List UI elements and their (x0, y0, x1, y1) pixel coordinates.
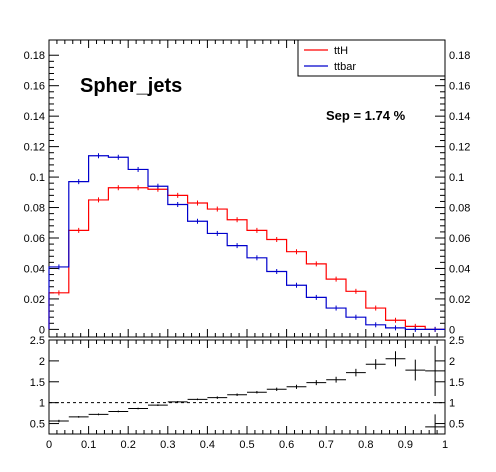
y-tick-label-right: 0.02 (449, 294, 470, 306)
y-tick-label-right: 0.08 (449, 203, 470, 215)
ratio-y-tick-label-right: 2.5 (449, 335, 464, 347)
ratio-panel: 0.5 0.51 11.5 1.52 22.5 2.50 0.1 0.2 0.3 0.4 0.5 0.… (30, 335, 465, 451)
x-tick-label: 0 (46, 439, 52, 451)
x-tick-label: 0.2 (121, 439, 136, 451)
ratio-y-tick-label-right: 1.5 (449, 377, 464, 389)
x-tick-label: 0.4 (200, 439, 215, 451)
x-tick-label: 0.1 (81, 439, 96, 451)
legend-label-ttbar: ttbar (334, 61, 356, 73)
ratio-y-tick-label-left: 1 (39, 398, 45, 410)
x-tick-label: 0.9 (398, 439, 413, 451)
y-tick-label-right: 0.14 (449, 111, 470, 123)
ratio-y-tick-label-left: 0.5 (30, 419, 45, 431)
y-tick-label-left: 0.16 (24, 81, 45, 93)
x-tick-label: 0.7 (319, 439, 334, 451)
y-tick-label-left: 0.06 (24, 233, 45, 245)
y-tick-label-left: 0.04 (24, 263, 45, 275)
ratio-y-tick-label-right: 1 (449, 398, 455, 410)
y-tick-label-left: 0.02 (24, 294, 45, 306)
y-tick-label-right: 0 (449, 324, 455, 336)
x-tick-label: 0.6 (279, 439, 294, 451)
x-tick-label: 0.3 (160, 439, 175, 451)
ratio-y-tick-label-left: 2.5 (30, 335, 45, 347)
y-tick-label-left: 0.14 (24, 111, 45, 123)
ratio-y-tick-label-left: 1.5 (30, 377, 45, 389)
y-tick-label-right: 0.16 (449, 81, 470, 93)
y-tick-label-left: 0.08 (24, 203, 45, 215)
y-tick-label-left: 0 (39, 324, 45, 336)
ratio-y-tick-label-right: 0.5 (449, 419, 464, 431)
x-tick-label: 0.8 (358, 439, 373, 451)
y-tick-label-right: 0.04 (449, 263, 470, 275)
x-tick-label: 1 (442, 439, 448, 451)
x-tick-label: 0.5 (239, 439, 254, 451)
y-tick-label-right: 0.12 (449, 142, 470, 154)
chart-title: Spher_jets (80, 75, 182, 97)
main-histogram-panel: 0 0 0.02 0.02 0.04 0.04 0.06 0.06 0.08 0.08 0.1 0.1… (24, 39, 470, 338)
legend-box (297, 39, 446, 77)
histogram-ttH-line (48, 187, 445, 330)
legend: ttH ttbar (297, 39, 446, 77)
ratio-y-tick-label-left: 2 (39, 356, 45, 368)
ratio-frame (48, 339, 446, 435)
y-tick-label-right: 0.1 (449, 172, 464, 184)
separation-annotation: Sep = 1.74 % (326, 108, 406, 123)
y-tick-label-right: 0.06 (449, 233, 470, 245)
ratio-y-tick-label-right: 2 (449, 356, 455, 368)
y-tick-label-left: 0.18 (24, 50, 45, 62)
y-tick-label-right: 0.18 (449, 50, 470, 62)
histogram-ttbar-line (48, 155, 445, 330)
y-tick-label-left: 0.12 (24, 142, 45, 154)
legend-label-ttH: ttH (334, 45, 348, 57)
y-tick-label-left: 0.1 (30, 172, 45, 184)
